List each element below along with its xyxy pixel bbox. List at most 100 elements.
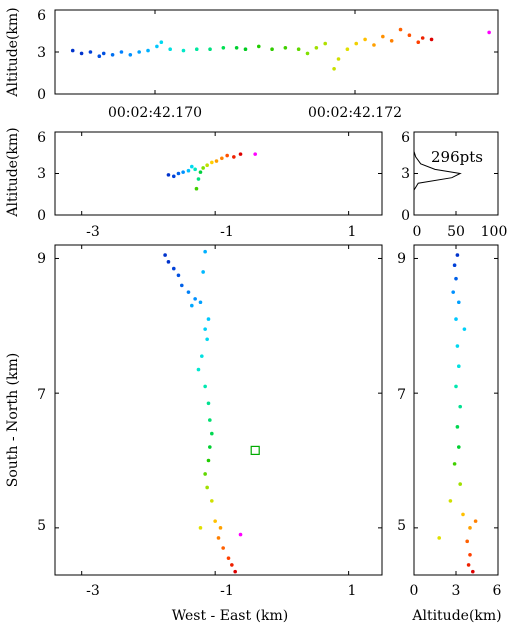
timeline-point bbox=[381, 34, 385, 39]
alt-north-ytick-7: 7 bbox=[397, 387, 406, 403]
plan-view-panel: 9 7 5 -3 -1 1 West - East (km) South - N… bbox=[5, 244, 383, 624]
timeline-ytick-6: 6 bbox=[37, 8, 46, 24]
plan-view-point bbox=[213, 519, 217, 523]
histogram-xtick-50: 50 bbox=[447, 224, 465, 240]
alt-north-panel: 9 7 5 0 3 6 Altitude(km) bbox=[397, 244, 502, 624]
plan-view-point bbox=[206, 401, 211, 406]
plan-view-point bbox=[208, 418, 212, 422]
timeline-point bbox=[372, 43, 376, 47]
timeline-point bbox=[159, 40, 164, 44]
timeline-point bbox=[168, 47, 172, 51]
timeline-panel: 6 3 0 00:02:42.170 00:02:42.172 Altitude… bbox=[5, 7, 499, 121]
alt-north-point bbox=[457, 364, 461, 369]
timeline-point bbox=[332, 67, 336, 71]
timeline-point bbox=[407, 33, 412, 37]
alt-north-point bbox=[455, 253, 460, 257]
plan-view-point bbox=[198, 300, 203, 305]
plan-view-points bbox=[163, 249, 243, 574]
plan-view-point bbox=[210, 431, 214, 436]
timeline-point bbox=[208, 47, 212, 51]
timeline-point bbox=[323, 41, 328, 46]
we-alt-point bbox=[225, 153, 229, 158]
we-alt-ylabel: Altitude(km) bbox=[5, 127, 21, 217]
plan-view-point bbox=[193, 297, 197, 301]
plan-view-point bbox=[206, 458, 211, 463]
plan-view-xtick-m3: -3 bbox=[86, 583, 100, 599]
timeline-point bbox=[221, 46, 226, 50]
alt-north-point bbox=[452, 462, 457, 466]
plan-view-point bbox=[186, 290, 191, 294]
timeline-point bbox=[79, 51, 84, 56]
plan-view-point bbox=[166, 260, 171, 264]
plan-view-ytick-5: 5 bbox=[37, 518, 46, 534]
plan-view-point bbox=[200, 354, 204, 358]
alt-north-point bbox=[468, 526, 472, 530]
alt-north-point bbox=[455, 425, 460, 429]
histogram-panel: 296pts 6 3 0 0 50 100 bbox=[401, 130, 507, 240]
histogram-frame bbox=[413, 131, 499, 216]
alt-north-point bbox=[458, 482, 463, 486]
plan-view-point bbox=[176, 273, 181, 278]
timeline-point bbox=[119, 50, 124, 54]
alt-north-point bbox=[461, 512, 465, 517]
alt-north-ytick-5: 5 bbox=[397, 518, 406, 534]
alt-north-point bbox=[454, 276, 458, 281]
plan-view-point bbox=[238, 532, 243, 537]
alt-north-point bbox=[455, 344, 460, 348]
timeline-point bbox=[88, 50, 93, 54]
timeline-point bbox=[110, 53, 115, 57]
plan-view-xtick-1: 1 bbox=[348, 583, 357, 599]
we-alt-point bbox=[253, 152, 258, 156]
timeline-point bbox=[128, 53, 133, 57]
plan-view-point bbox=[179, 283, 184, 288]
we-alt-point bbox=[198, 170, 203, 174]
we-alt-point bbox=[201, 166, 205, 170]
we-alt-point bbox=[181, 170, 185, 174]
timeline-point bbox=[243, 47, 248, 51]
alt-north-point bbox=[468, 552, 472, 557]
timeline-point bbox=[420, 36, 425, 40]
plan-view-point bbox=[203, 384, 207, 389]
plan-view-point bbox=[233, 569, 237, 574]
alt-north-xtick-6: 6 bbox=[493, 583, 502, 599]
alt-north-point bbox=[473, 519, 478, 523]
we-alt-point bbox=[238, 152, 243, 156]
plan-view-point bbox=[210, 499, 214, 503]
alt-north-point bbox=[458, 404, 463, 409]
timeline-point bbox=[181, 48, 186, 53]
timeline-point bbox=[234, 46, 239, 50]
timeline-point bbox=[389, 39, 394, 43]
plan-view-point bbox=[203, 249, 207, 254]
we-alt-points bbox=[166, 152, 258, 191]
we-alt-xtick-m3: -3 bbox=[86, 224, 100, 240]
timeline-ylabel: Altitude(km) bbox=[5, 7, 21, 97]
plan-view-point bbox=[206, 317, 211, 321]
timeline-point bbox=[363, 37, 367, 42]
alt-north-point bbox=[471, 569, 475, 574]
we-alt-ytick-3: 3 bbox=[37, 166, 46, 182]
timeline-point bbox=[354, 41, 359, 46]
plan-view-point bbox=[230, 563, 234, 567]
we-alt-ytick-0: 0 bbox=[37, 208, 46, 224]
plan-view-point bbox=[203, 472, 207, 476]
we-alt-point bbox=[193, 167, 197, 172]
we-alt-point bbox=[190, 164, 194, 169]
timeline-point bbox=[256, 44, 261, 49]
timeline-point bbox=[97, 54, 102, 58]
timeline-xtick-1: 00:02:42.170 bbox=[108, 105, 202, 121]
timeline-point bbox=[314, 46, 319, 50]
plan-view-point bbox=[201, 270, 205, 274]
alt-north-point bbox=[454, 317, 458, 321]
plan-view-point bbox=[198, 526, 203, 530]
alt-north-points bbox=[437, 253, 478, 574]
timeline-point bbox=[305, 51, 310, 56]
plan-view-point bbox=[171, 266, 176, 271]
alt-north-ytick-9: 9 bbox=[397, 251, 406, 267]
alt-north-point bbox=[454, 384, 458, 389]
plan-view-ytick-7: 7 bbox=[37, 387, 46, 403]
plan-view-ticks bbox=[55, 245, 382, 575]
plan-view-xtick-m1: -1 bbox=[220, 583, 234, 599]
alt-north-point bbox=[448, 499, 453, 503]
alt-north-xtick-0: 0 bbox=[410, 583, 419, 599]
